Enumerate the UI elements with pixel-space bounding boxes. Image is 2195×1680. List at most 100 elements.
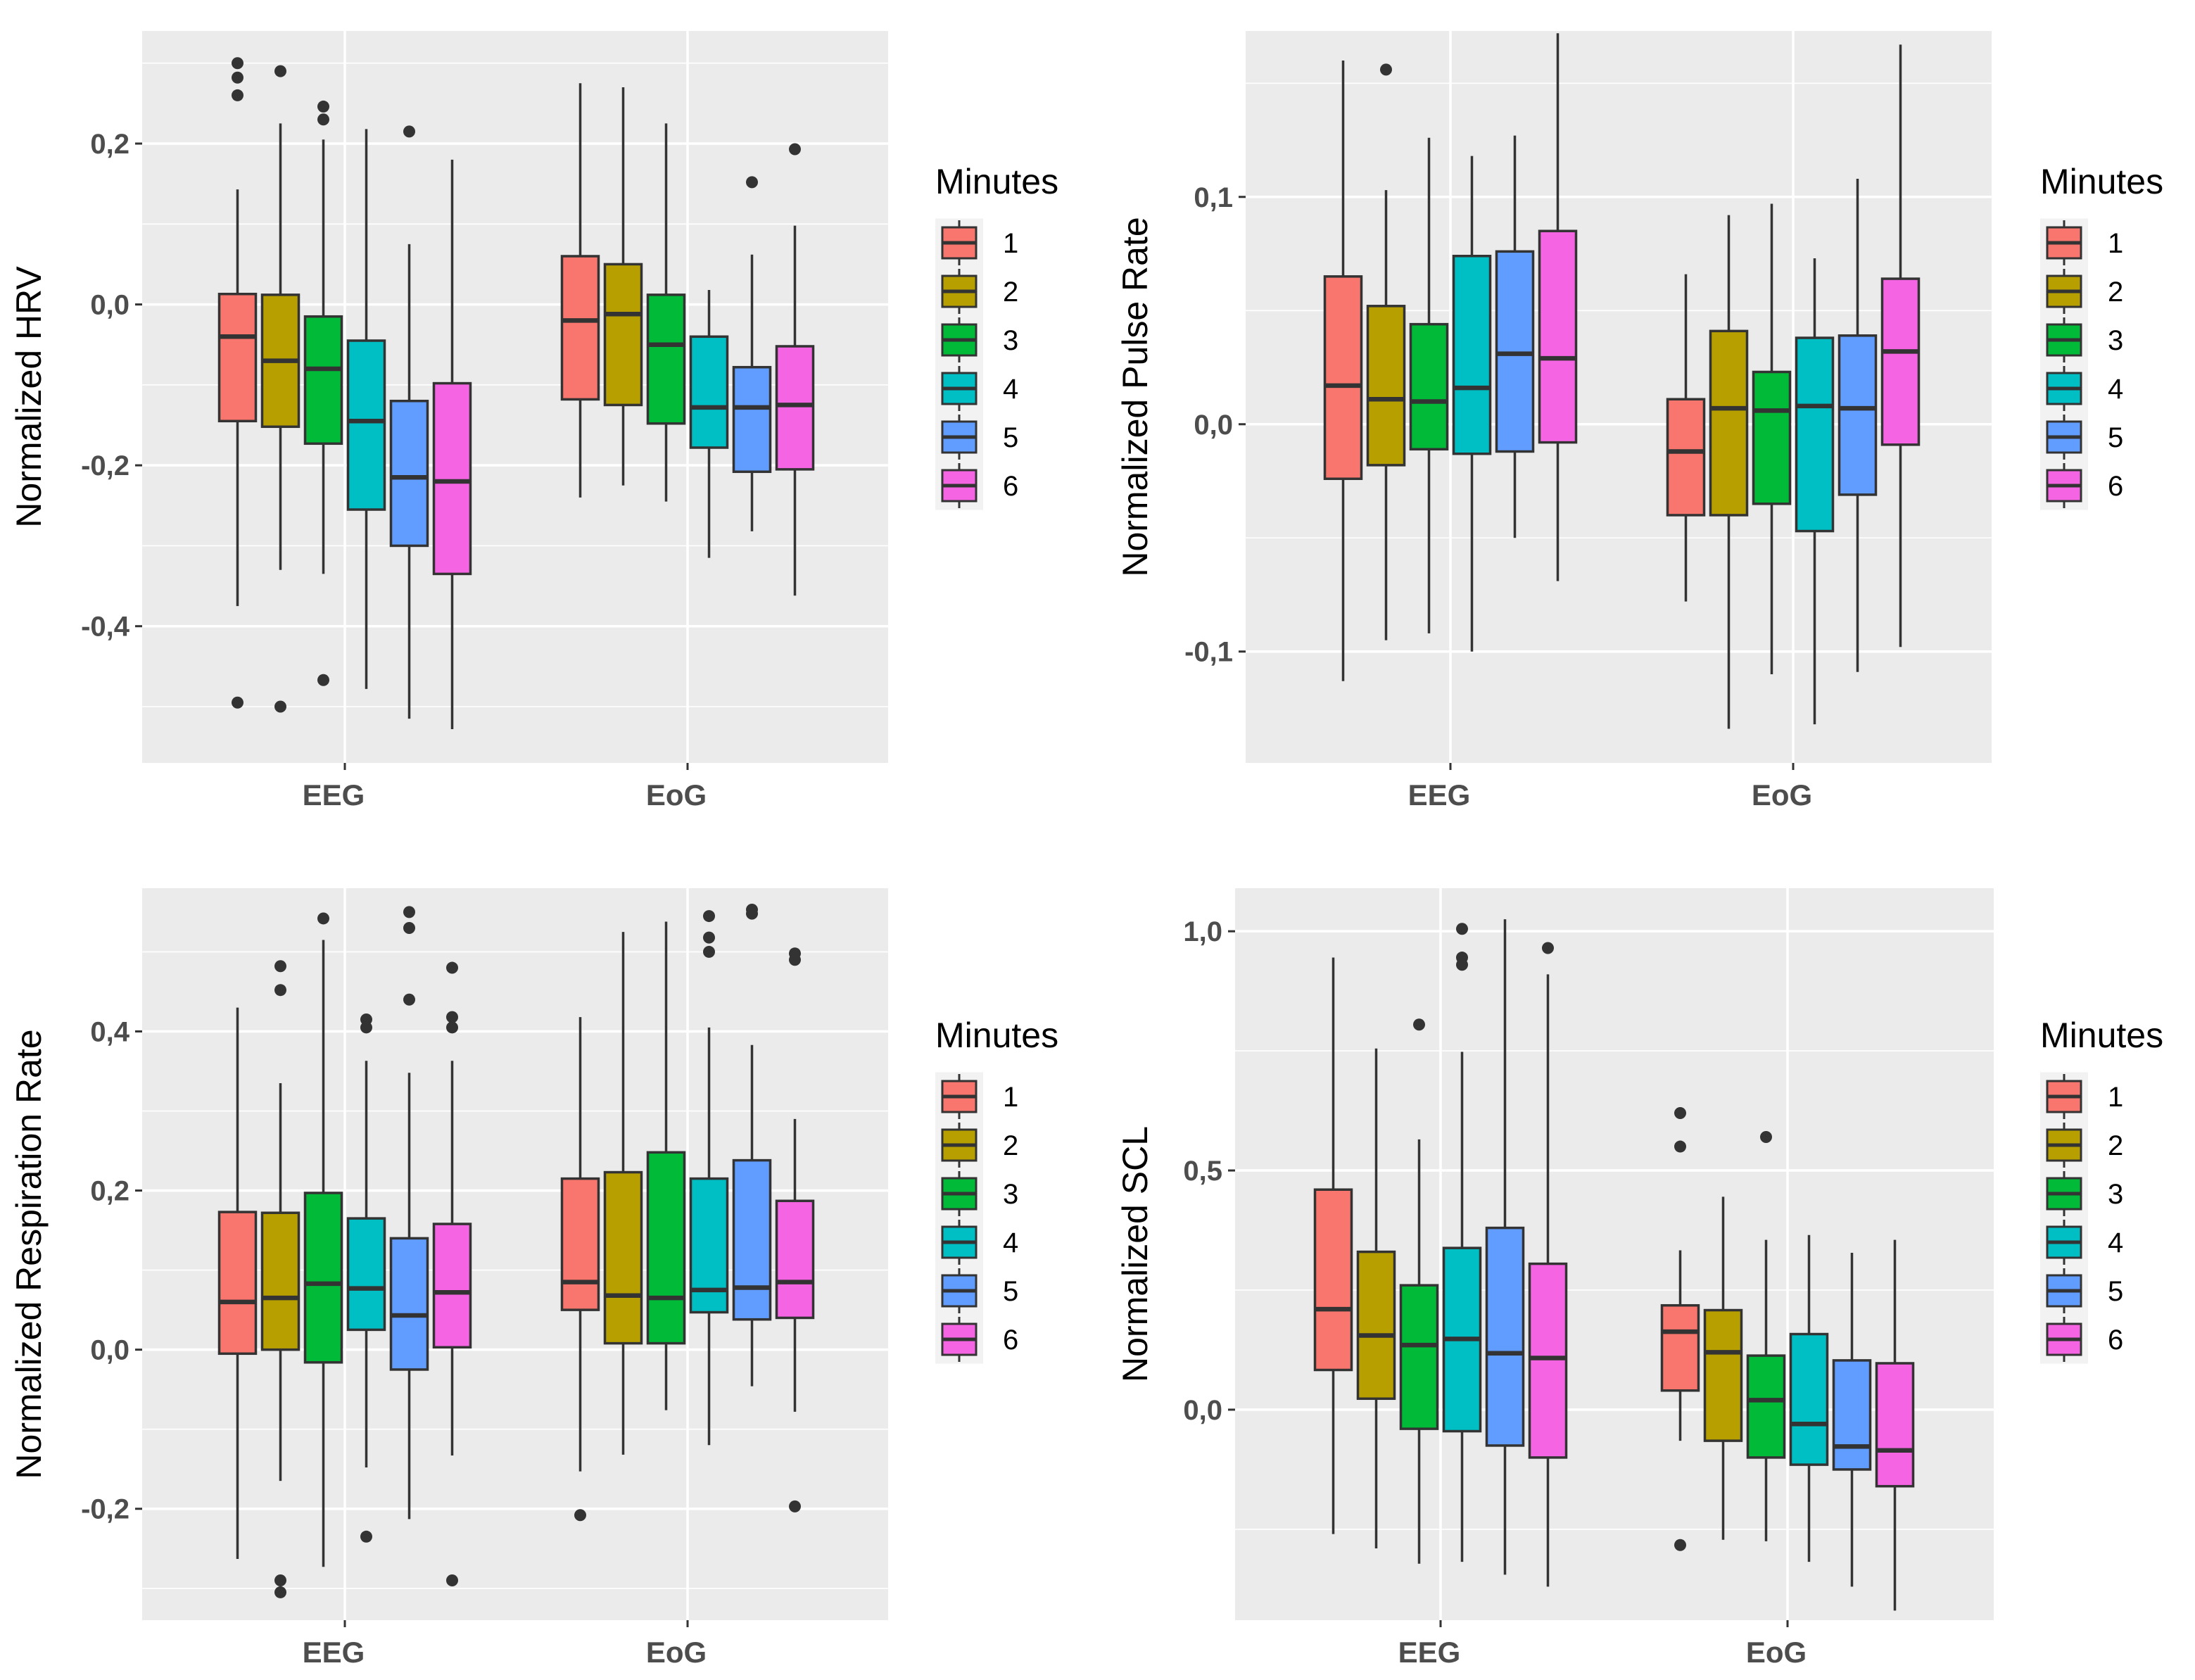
iqr-box	[432, 381, 472, 576]
outlier-point	[274, 984, 286, 997]
legend-item-5: 5	[2040, 1266, 2123, 1315]
legend-label: 3	[2108, 1179, 2123, 1210]
legend-item-3: 3	[2040, 315, 2123, 365]
outlier-point	[232, 57, 243, 70]
iqr-box	[603, 1170, 643, 1345]
boxplot-eeg-minute-4	[346, 129, 386, 689]
iqr-box	[346, 1217, 386, 1332]
outlier-point	[274, 960, 286, 973]
boxplot-eeg-minute-6	[1528, 942, 1568, 1587]
x-category-label: EEG	[1398, 1636, 1461, 1669]
iqr-box	[346, 339, 386, 511]
legend-label: 1	[1003, 228, 1018, 259]
legend-item-5: 5	[935, 1266, 1018, 1315]
legend-item-4: 4	[2040, 1218, 2123, 1267]
outlier-point	[360, 1530, 372, 1543]
boxplot-eog-minute-5	[1837, 178, 1878, 672]
y-tick-label: -0,4	[81, 612, 130, 643]
outlier-point	[232, 696, 243, 709]
legend-label: 5	[1003, 1276, 1018, 1307]
y-tick-label: 0,5	[1183, 1156, 1222, 1187]
legend-item-1: 1	[935, 218, 1018, 267]
legend-item-1: 1	[2040, 1072, 2123, 1121]
legend-label: 4	[2108, 374, 2123, 405]
legend: Minutes 1 2 3 4 5 6	[935, 1016, 1058, 1364]
boxplot-eog-minute-6	[1875, 1239, 1915, 1611]
panel-1: 0,2 0,0 -0,2 -0,4 EEG EoG Normalized HRV Minute…	[9, 31, 1058, 811]
legend-item-5: 5	[2040, 412, 2123, 462]
outlier-point	[403, 906, 415, 918]
x-category-label: EoG	[646, 778, 707, 811]
outlier-point	[789, 143, 801, 156]
boxplot-eog-minute-1	[1660, 1106, 1700, 1551]
boxplot-eog-minute-4	[689, 910, 729, 1446]
outlier-point	[1413, 1018, 1425, 1031]
y-axis-title: Normalized Respiration Rate	[9, 1029, 49, 1479]
legend: Minutes 1 2 3 4 5 6	[2040, 162, 2163, 510]
legend: Minutes 1 2 3 4 5 6	[2040, 1016, 2163, 1364]
legend-label: 2	[1003, 1130, 1018, 1161]
outlier-point	[317, 113, 329, 126]
y-axis-title: Normalized HRV	[9, 266, 49, 528]
outlier-point	[746, 176, 758, 189]
legend-item-2: 2	[935, 267, 1018, 316]
iqr-box	[303, 1192, 343, 1364]
legend-label: 5	[1003, 422, 1018, 453]
iqr-box	[1703, 1308, 1743, 1442]
boxplot-eeg-minute-3	[303, 100, 343, 686]
boxplot-eog-minute-5	[1832, 1252, 1872, 1587]
boxplot-eeg-minute-5	[389, 906, 429, 1520]
iqr-box	[775, 345, 815, 471]
iqr-box	[1660, 1303, 1700, 1392]
outlier-point	[789, 954, 801, 966]
boxplot-eog-minute-1	[560, 83, 600, 498]
y-tick-label: -0,2	[81, 1494, 129, 1525]
legend-item-6: 6	[935, 1315, 1018, 1364]
boxplot-eeg-minute-2	[1366, 63, 1406, 640]
boxplot-eog-minute-6	[1880, 44, 1921, 648]
y-tick-label: -0,2	[81, 450, 129, 481]
legend-label: 5	[2108, 422, 2123, 453]
legend-item-4: 4	[2040, 364, 2123, 413]
legend-item-3: 3	[2040, 1169, 2123, 1218]
legend-title: Minutes	[935, 1016, 1058, 1055]
legend-item-6: 6	[2040, 1315, 2123, 1364]
legend-label: 3	[1003, 1179, 1018, 1210]
iqr-box	[260, 1211, 301, 1351]
outlier-point	[274, 1586, 286, 1598]
y-tick-label: 0,0	[90, 1335, 129, 1366]
y-axis-title: Normalized SCL	[1115, 1126, 1155, 1382]
iqr-box	[646, 1151, 686, 1345]
outlier-point	[403, 922, 415, 935]
iqr-box	[389, 399, 429, 548]
outlier-point	[446, 1021, 458, 1034]
y-tick-label: 0,1	[1194, 182, 1233, 213]
iqr-box	[1366, 305, 1406, 467]
boxplot-eog-minute-2	[1703, 1196, 1743, 1540]
legend-label: 2	[2108, 277, 2123, 308]
legend-label: 1	[2108, 228, 2123, 259]
iqr-box	[1538, 229, 1578, 444]
boxplot-eeg-minute-6	[432, 159, 472, 729]
boxplot-eog-minute-2	[1709, 215, 1749, 729]
y-tick-label: 1,0	[1183, 916, 1222, 947]
iqr-box	[1313, 1188, 1353, 1372]
legend: Minutes 1 2 3 4 5 6	[935, 162, 1058, 510]
boxplot-eeg-minute-4	[1442, 923, 1482, 1562]
iqr-box	[1832, 1359, 1872, 1471]
legend-label: 3	[2108, 325, 2123, 356]
iqr-box	[1666, 398, 1706, 517]
legend-label: 6	[2108, 471, 2123, 502]
outlier-point	[317, 100, 329, 113]
legend-label: 6	[1003, 1325, 1018, 1356]
iqr-box	[217, 292, 258, 423]
iqr-box	[1452, 255, 1492, 455]
legend-label: 6	[1003, 471, 1018, 502]
outlier-point	[446, 1574, 458, 1586]
boxplot-eeg-minute-5	[1485, 919, 1525, 1575]
outlier-point	[1542, 942, 1554, 954]
y-tick-label: 0,0	[1183, 1395, 1222, 1426]
iqr-box	[1399, 1284, 1439, 1430]
legend-item-5: 5	[935, 412, 1018, 462]
outlier-point	[403, 125, 415, 138]
